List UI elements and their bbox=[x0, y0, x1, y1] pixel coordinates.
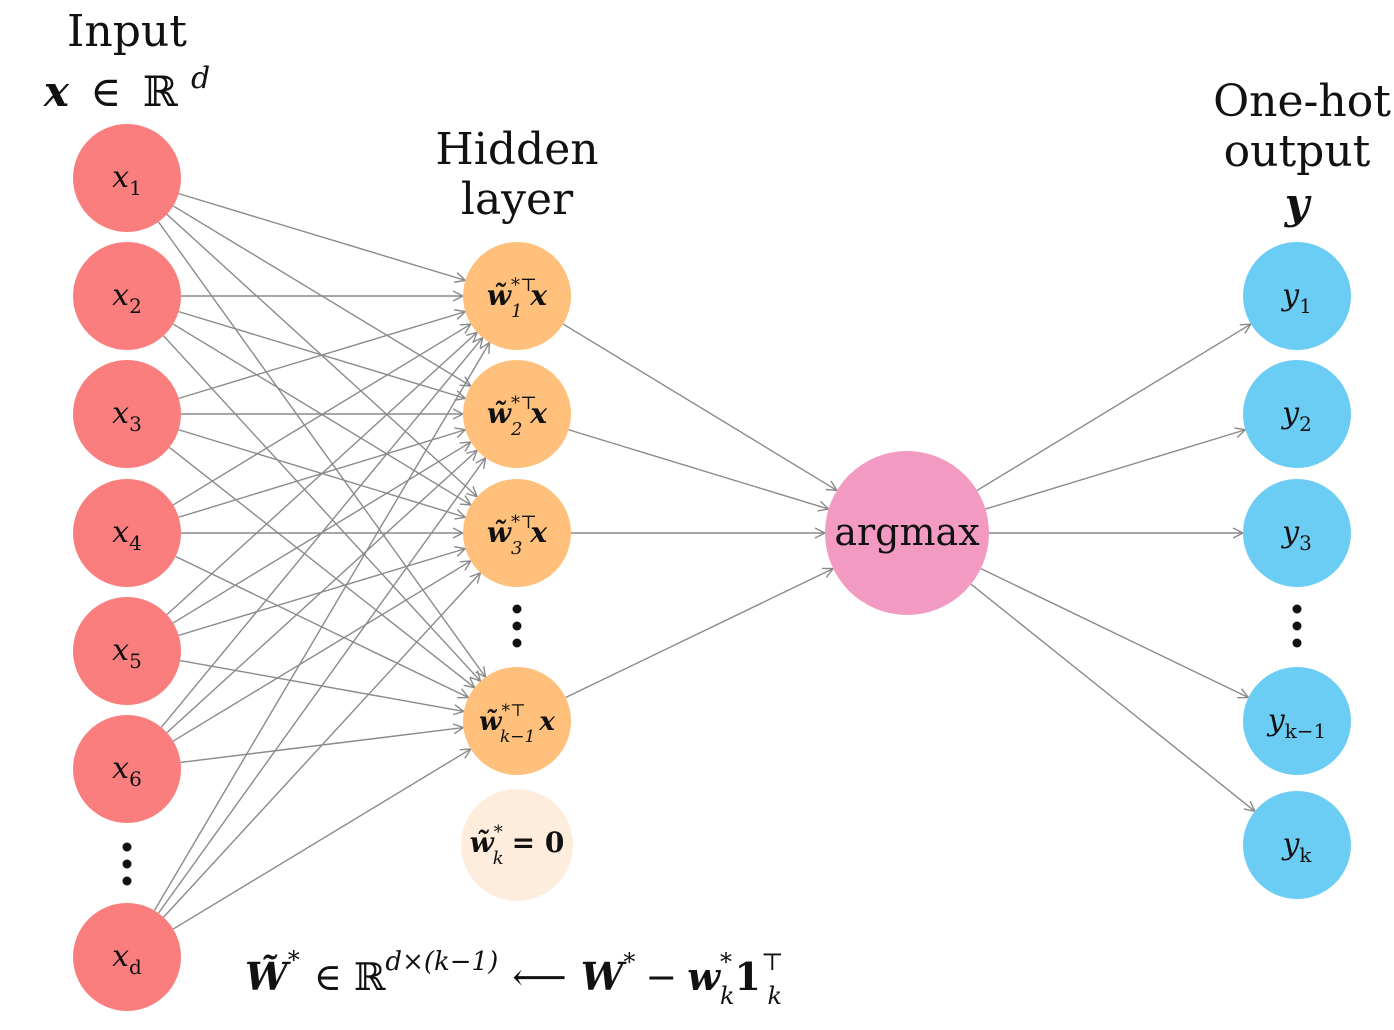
output-node-circle bbox=[1243, 791, 1351, 899]
input-node-label: x6 bbox=[112, 751, 142, 791]
output-node-label: yk−1 bbox=[1266, 703, 1327, 743]
output-ellipsis bbox=[1292, 604, 1302, 648]
input-hidden-edge bbox=[160, 338, 482, 728]
input-hidden-edge bbox=[168, 446, 474, 687]
input-node-label: x3 bbox=[112, 396, 142, 436]
hidden-title: Hidden layer bbox=[435, 124, 598, 225]
input-node: x2 bbox=[73, 242, 181, 350]
input-node-circle bbox=[73, 479, 181, 587]
hidden-node-label: w̃*⊤ k−1 x bbox=[479, 701, 555, 747]
input-hidden-edge bbox=[178, 192, 466, 281]
input-node: x4 bbox=[73, 479, 181, 587]
input-hidden-edge bbox=[163, 573, 481, 918]
input-node: x5 bbox=[73, 597, 181, 705]
input-node: xd bbox=[73, 903, 181, 1011]
hidden-node-label: w̃*⊤ 2 x bbox=[487, 393, 548, 440]
output-title-line2: output bbox=[1224, 126, 1371, 177]
input-hidden-edge bbox=[166, 450, 477, 734]
input-node-label: x5 bbox=[112, 633, 142, 673]
input-hidden-edge bbox=[157, 221, 486, 677]
hidden-node-label: w̃*⊤ 3 x bbox=[487, 512, 548, 559]
input-ellipsis bbox=[122, 842, 132, 886]
argmax-output-edge bbox=[980, 567, 1248, 698]
edge-layer bbox=[153, 192, 1255, 930]
input-title: Input x ∈ ℝ d bbox=[43, 6, 210, 116]
hidden-node: w̃*⊤ 1 x bbox=[463, 242, 571, 350]
input-node-label: x4 bbox=[112, 515, 142, 555]
hidden-node: w̃*⊤ 3 x bbox=[463, 479, 571, 587]
zero-node-circle bbox=[461, 789, 573, 901]
input-node-label: x2 bbox=[112, 278, 142, 318]
input-hidden-edge bbox=[153, 343, 489, 911]
output-title-line1: One-hot bbox=[1213, 76, 1391, 127]
output-node-label: yk bbox=[1280, 827, 1312, 867]
input-node-circle bbox=[73, 242, 181, 350]
output-layer: y1 y2 y3 yk−1 bbox=[1243, 242, 1351, 899]
zero-node: w̃* k = 0 bbox=[461, 789, 573, 901]
input-node-circle bbox=[73, 124, 181, 232]
input-hidden-edge bbox=[172, 561, 471, 742]
output-node-label: y1 bbox=[1280, 278, 1312, 318]
output-vector-label: y bbox=[1284, 179, 1312, 228]
output-node-circle bbox=[1243, 242, 1351, 350]
output-node-label: y3 bbox=[1280, 515, 1312, 555]
input-hidden-edge bbox=[178, 312, 466, 400]
output-node: y2 bbox=[1243, 360, 1351, 468]
input-hidden-edge bbox=[166, 332, 477, 616]
input-hidden-edge bbox=[172, 749, 471, 930]
input-node-circle bbox=[73, 597, 181, 705]
input-domain-label: x ∈ ℝ d bbox=[43, 61, 210, 116]
input-node-circle bbox=[73, 360, 181, 468]
input-node: x6 bbox=[73, 715, 181, 823]
hidden-argmax-edge bbox=[565, 569, 833, 699]
hidden-layer: w̃*⊤ 1 x w̃*⊤ 2 x w̃*⊤ 3 x w̃*⊤ k−1 x bbox=[461, 242, 573, 901]
output-title: One-hot output y bbox=[1213, 76, 1391, 228]
hidden-ellipsis bbox=[512, 604, 522, 648]
hidden-node-circle bbox=[463, 242, 571, 350]
hidden-node-circle bbox=[463, 667, 571, 775]
hidden-node: w̃*⊤ 2 x bbox=[463, 360, 571, 468]
input-title-label: Input bbox=[67, 6, 187, 57]
hidden-node-circle bbox=[463, 360, 571, 468]
hidden-node-label: w̃*⊤ 1 x bbox=[487, 275, 548, 322]
argmax-output-edge bbox=[976, 324, 1251, 492]
argmax-circle bbox=[825, 451, 989, 615]
input-node-circle bbox=[73, 903, 181, 1011]
input-node-label: x1 bbox=[112, 160, 142, 200]
input-hidden-edge bbox=[162, 335, 481, 681]
input-node-label: xd bbox=[112, 939, 142, 979]
argmax-output-edge bbox=[970, 583, 1255, 811]
input-node-circle bbox=[73, 715, 181, 823]
hidden-argmax-edge bbox=[568, 429, 829, 509]
output-node-circle bbox=[1243, 667, 1351, 775]
argmax-node: argmax bbox=[825, 451, 989, 615]
output-node-circle bbox=[1243, 479, 1351, 587]
output-node: y1 bbox=[1243, 242, 1351, 350]
hidden-node: w̃*⊤ k−1 x bbox=[463, 667, 571, 775]
argmax-label: argmax bbox=[834, 510, 979, 554]
input-node: x3 bbox=[73, 360, 181, 468]
output-node-circle bbox=[1243, 360, 1351, 468]
input-node: x1 bbox=[73, 124, 181, 232]
argmax-output-edge bbox=[985, 430, 1245, 510]
output-node: yk−1 bbox=[1243, 667, 1351, 775]
reparameterization-formula: W̃* ∈ ℝd×(k−1) ⟵ W* − w* k1⊤ k bbox=[245, 946, 784, 1010]
hidden-node-circle bbox=[463, 479, 571, 587]
input-hidden-edge bbox=[157, 458, 486, 914]
hidden-argmax-edge bbox=[562, 323, 837, 490]
hidden-title-line1: Hidden bbox=[435, 124, 598, 175]
input-layer: x1 x2 x3 x4 x5 bbox=[73, 124, 181, 1011]
output-node-label: y2 bbox=[1280, 396, 1312, 436]
output-node: y3 bbox=[1243, 479, 1351, 587]
hidden-title-line2: layer bbox=[461, 174, 574, 225]
input-hidden-edge bbox=[172, 324, 471, 506]
output-node: yk bbox=[1243, 791, 1351, 899]
zero-node-label: w̃* k = 0 bbox=[470, 822, 565, 869]
